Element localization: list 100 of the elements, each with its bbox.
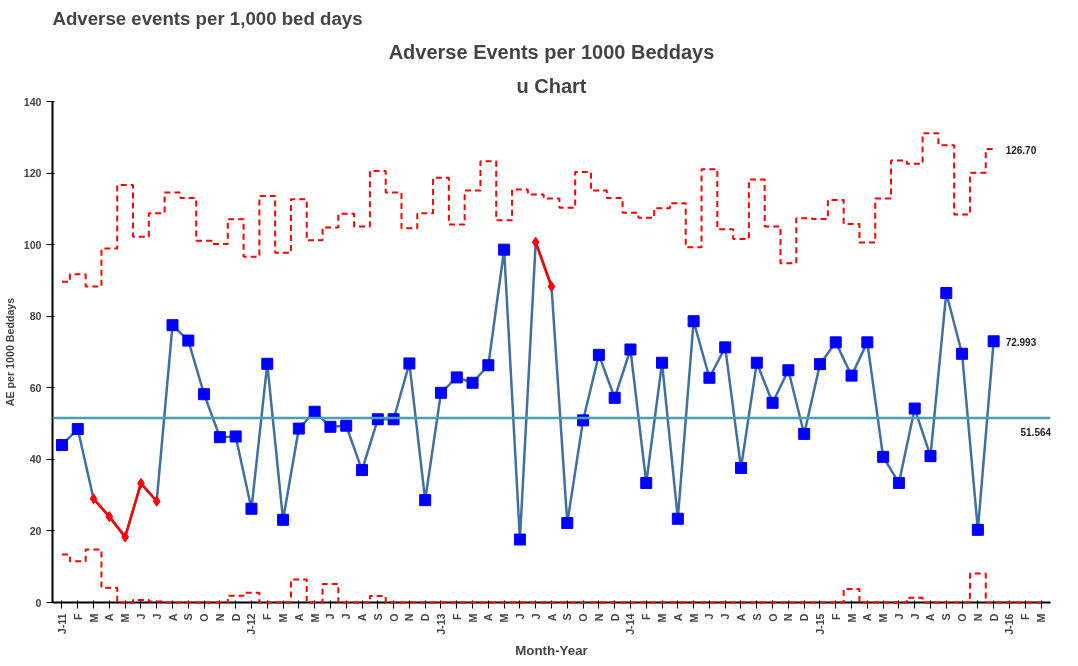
- x-tick-label: S: [182, 613, 195, 621]
- y-tick-label: 20: [29, 524, 42, 537]
- point: [782, 364, 795, 377]
- point: [924, 450, 937, 463]
- x-tick-label: J: [908, 613, 921, 620]
- y-axis-title: AE per 1000 Beddays: [3, 297, 16, 407]
- point: [71, 422, 84, 435]
- x-tick-label: D: [987, 613, 1000, 622]
- point: [547, 281, 556, 293]
- x-tick-label: A: [734, 613, 747, 622]
- y-tick-label: 120: [23, 167, 42, 180]
- x-tick-label: A: [482, 613, 495, 622]
- x-tick-label: J: [513, 613, 526, 620]
- point: [403, 357, 416, 370]
- x-tick-label: O: [766, 613, 779, 622]
- x-tick-label: J-15: [813, 613, 826, 635]
- point: [513, 533, 526, 546]
- y-tick-label: 100: [23, 238, 42, 251]
- chart-subtitle: u Chart: [516, 74, 587, 97]
- point: [324, 420, 337, 433]
- data-label: 126.70: [1005, 145, 1037, 157]
- x-tick-label: A: [103, 613, 116, 622]
- x-tick-label: A: [861, 613, 874, 622]
- point: [861, 336, 874, 349]
- x-tick-label: J: [134, 613, 147, 620]
- x-tick-label: O: [198, 613, 211, 622]
- x-tick-label: F: [261, 613, 274, 621]
- x-tick-label: M: [687, 613, 700, 623]
- point: [592, 348, 605, 361]
- point: [987, 335, 1000, 348]
- point: [813, 358, 826, 371]
- point: [908, 402, 921, 415]
- point: [166, 319, 179, 332]
- chart-title: Adverse Events per 1000 Beddays: [388, 40, 715, 63]
- y-tick-label: 140: [23, 95, 42, 108]
- x-tick-label: N: [592, 613, 605, 622]
- x-tick-label: M: [466, 613, 479, 623]
- x-tick-label: S: [750, 613, 763, 621]
- x-tick-label: S: [561, 613, 574, 621]
- point: [750, 356, 763, 369]
- point: [561, 517, 574, 530]
- x-tick-label: D: [229, 613, 242, 622]
- point: [766, 396, 779, 409]
- x-tick-label: A: [166, 613, 179, 622]
- x-tick-label: N: [782, 613, 795, 622]
- text: Adverse events per 1,000 bed days: [52, 7, 363, 29]
- x-tick-label: O: [387, 613, 400, 622]
- point: [308, 405, 321, 418]
- point: [624, 343, 637, 356]
- point: [213, 431, 226, 444]
- point: [450, 371, 463, 384]
- x-tick-label: M: [877, 613, 890, 623]
- point: [971, 523, 984, 536]
- x-tick-label: J: [340, 613, 353, 620]
- x-tick-label: J-11: [55, 613, 68, 635]
- point: [671, 512, 684, 525]
- x-tick-label: M: [656, 613, 669, 623]
- x-tick-label: O: [577, 613, 590, 622]
- x-tick-label: N: [971, 613, 984, 622]
- point: [356, 464, 369, 477]
- x-tick-label: J-16: [1003, 613, 1016, 635]
- x-tick-label: S: [940, 613, 953, 621]
- x-tick-label: D: [419, 613, 432, 622]
- x-tick-label: N: [213, 613, 226, 622]
- point: [292, 422, 305, 435]
- point: [105, 511, 114, 523]
- x-tick-label: A: [671, 613, 684, 622]
- point: [340, 419, 353, 432]
- x-tick-label: M: [498, 613, 511, 623]
- x-tick-label: F: [829, 613, 842, 621]
- x-tick-label: J-13: [434, 613, 447, 635]
- x-tick-label: F: [71, 613, 84, 621]
- point: [687, 315, 700, 328]
- point: [55, 439, 68, 452]
- y-tick-label: 60: [29, 381, 42, 394]
- point: [956, 347, 969, 360]
- point: [640, 476, 653, 489]
- x-tick-label: S: [371, 613, 384, 621]
- x-tick-label: M: [119, 613, 132, 623]
- point: [89, 493, 98, 505]
- point: [419, 494, 432, 507]
- x-tick-label: M: [845, 613, 858, 623]
- x-tick-label: F: [450, 613, 463, 621]
- point: [703, 371, 716, 384]
- point: [198, 388, 211, 401]
- x-tick-label: J: [150, 613, 163, 620]
- point: [892, 476, 905, 489]
- point: [656, 356, 669, 369]
- point: [245, 502, 258, 515]
- x-tick-label: J: [529, 613, 542, 620]
- x-tick-label: A: [292, 613, 305, 622]
- point: [482, 359, 495, 372]
- point: [277, 513, 290, 526]
- point: [798, 427, 811, 440]
- x-tick-label: M: [87, 613, 100, 623]
- point: [531, 236, 540, 248]
- point: [182, 334, 195, 347]
- x-tick-label: M: [308, 613, 321, 623]
- point: [498, 243, 511, 256]
- x-tick-label: J: [719, 613, 732, 620]
